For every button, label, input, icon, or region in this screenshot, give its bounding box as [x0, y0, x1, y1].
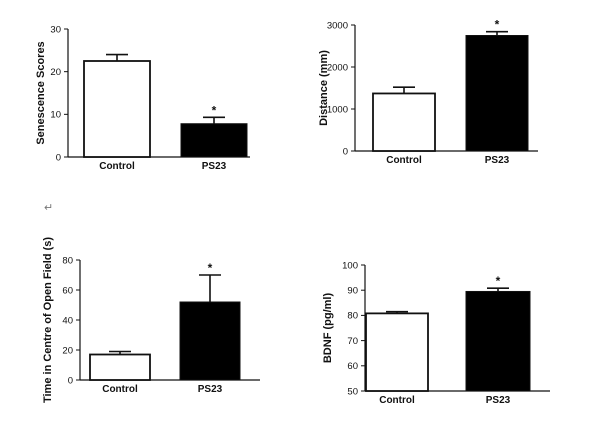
- y-tick-label: 60: [62, 285, 73, 296]
- significance-marker: *: [495, 18, 500, 32]
- y-tick-label: 40: [62, 315, 73, 326]
- y-tick-label: 1000: [327, 104, 348, 115]
- y-tick-label: 30: [50, 24, 61, 35]
- y-tick-label: 0: [56, 152, 61, 163]
- y-tick-label: 2000: [327, 62, 348, 73]
- bar-control: [89, 353, 151, 381]
- y-tick-label: 50: [347, 386, 358, 397]
- category-label: PS23: [485, 155, 510, 166]
- bar-control: [365, 312, 429, 392]
- y-tick-label: 60: [347, 361, 358, 372]
- bar-control: [372, 92, 436, 152]
- category-label: Control: [386, 155, 422, 166]
- chart-panel-2: 0 1000 2000 3000 Distance (mm) Control PS23 *: [318, 18, 538, 166]
- chart-panel-3: 0 20 40 60 80 Time in Centre of Open Field (s…: [42, 237, 260, 403]
- y-tick-label: 10: [50, 110, 61, 121]
- category-label: PS23: [198, 384, 223, 395]
- category-label: PS23: [202, 161, 227, 172]
- category-label: Control: [99, 161, 135, 172]
- y-tick-label: 0: [343, 146, 348, 157]
- significance-marker: *: [496, 274, 501, 288]
- y-tick-label: 90: [347, 286, 358, 297]
- category-label: PS23: [486, 395, 511, 406]
- paragraph-mark: ↵: [44, 202, 54, 214]
- bar-ps23: [179, 301, 241, 381]
- bar-ps23: [465, 290, 531, 392]
- category-label: Control: [379, 395, 415, 406]
- category-label: Control: [102, 384, 138, 395]
- y-tick-label: 80: [62, 255, 73, 266]
- y-axis-title: Time in Centre of Open Field (s): [42, 237, 54, 403]
- chart-panel-4: 50 60 70 80 90 100 BDNF (pg/ml) Control PS23 *: [322, 260, 550, 406]
- bar-control: [83, 60, 151, 158]
- bar-ps23: [180, 123, 248, 158]
- y-tick-label: 20: [62, 345, 73, 356]
- y-tick-label: 3000: [327, 20, 348, 31]
- significance-marker: *: [208, 261, 213, 275]
- y-tick-label: 70: [347, 336, 358, 347]
- y-tick-label: 20: [50, 67, 61, 78]
- y-tick-label: 0: [68, 375, 73, 386]
- bar-ps23: [465, 35, 529, 152]
- y-tick-label: 80: [347, 311, 358, 322]
- y-axis-title: BDNF (pg/ml): [322, 293, 334, 364]
- y-axis-title: Distance (mm): [318, 50, 330, 126]
- y-axis-title: Senescence Scores: [35, 41, 47, 144]
- y-tick-label: 100: [342, 260, 358, 271]
- significance-marker: *: [212, 103, 217, 117]
